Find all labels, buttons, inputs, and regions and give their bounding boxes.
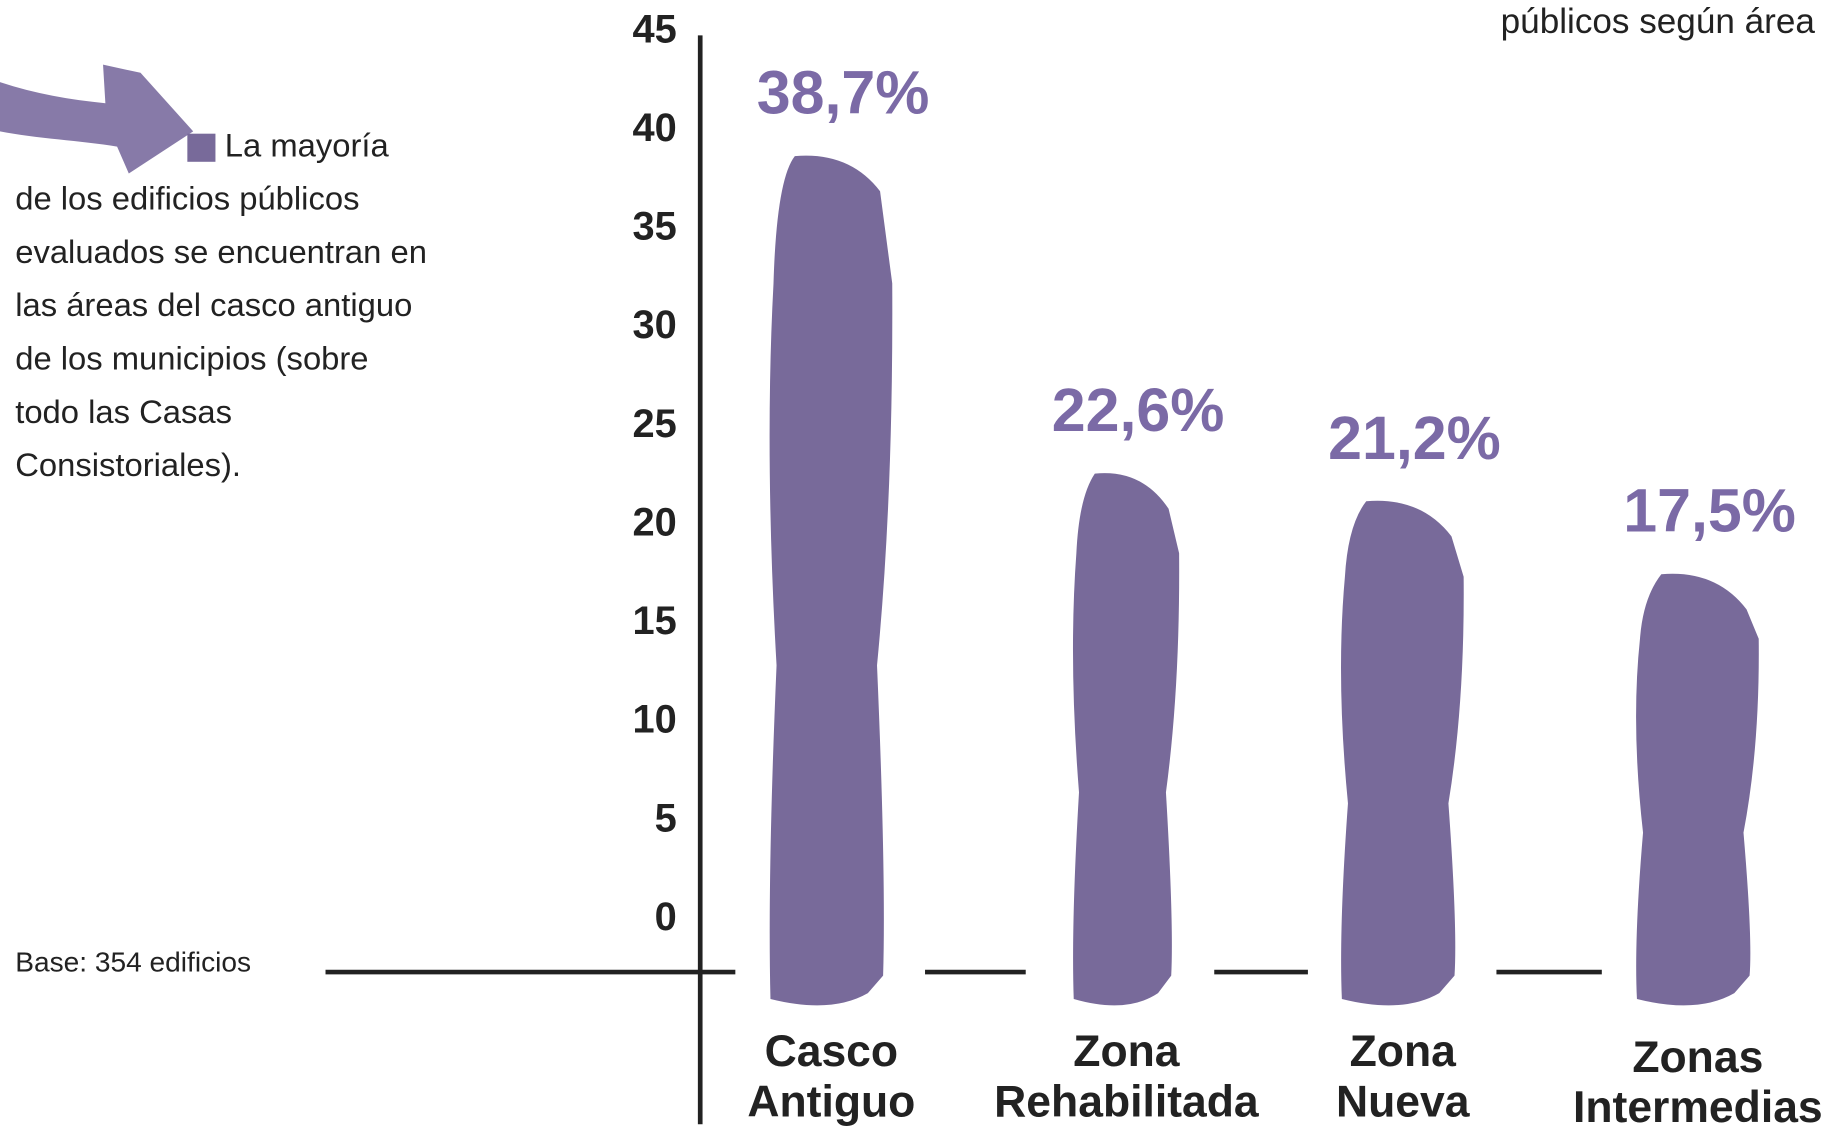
x-tick-label: Zonas Intermedias — [1573, 1033, 1823, 1128]
x-tick-label-line: Zonas — [1632, 1033, 1763, 1082]
bullet-square — [187, 133, 216, 162]
value-label: 22,6% — [1052, 376, 1225, 444]
x-tick-label-line: Intermedias — [1573, 1083, 1823, 1128]
y-tick-label: 5 — [655, 796, 677, 840]
x-tick-label-line: Nueva — [1336, 1077, 1471, 1126]
bar — [1636, 573, 1759, 1006]
base-note: Base: 354 edificios — [15, 946, 251, 977]
chart-title: públicos según área — [1501, 2, 1816, 41]
annotation-line: La mayoría — [225, 126, 390, 163]
x-tick-label: Casco Antiguo — [747, 1027, 915, 1126]
x-tick-label-line: Rehabilitada — [994, 1077, 1260, 1126]
y-tick-label: 30 — [633, 303, 677, 347]
x-tick-label: Zona Nueva — [1336, 1027, 1471, 1126]
bar — [1072, 473, 1180, 1006]
x-tick-label: Zona Rehabilitada — [994, 1027, 1260, 1126]
annotation-line: evaluados se encuentran en — [15, 233, 427, 270]
annotation-line: todo las Casas — [15, 393, 232, 430]
x-tick-label-line: Zona — [1350, 1027, 1458, 1076]
value-label: 17,5% — [1623, 477, 1796, 545]
value-label: 38,7% — [757, 59, 930, 127]
bar — [769, 155, 893, 1006]
y-tick-label: 15 — [633, 599, 677, 643]
arrow-decoration — [0, 64, 194, 174]
y-tick-label: 10 — [633, 698, 677, 742]
x-tick-label-line: Antiguo — [747, 1077, 915, 1126]
annotation-line: las áreas del casco antiguo — [15, 286, 412, 323]
y-tick-label: 0 — [655, 895, 677, 939]
y-tick-label: 20 — [633, 500, 677, 544]
annotation-line: Consistoriales). — [15, 446, 241, 483]
y-tick-label: 25 — [633, 402, 677, 446]
y-tick-label: 45 — [633, 7, 677, 51]
bar — [1341, 500, 1464, 1006]
value-label: 21,2% — [1328, 404, 1501, 472]
annotation-line: de los municipios (sobre — [15, 340, 368, 377]
x-tick-label-line: Zona — [1073, 1027, 1181, 1076]
y-tick-label: 35 — [633, 205, 677, 249]
annotation-line: de los edificios públicos — [15, 180, 359, 217]
x-tick-label-line: Casco — [765, 1027, 899, 1076]
y-tick-label: 40 — [633, 106, 677, 150]
